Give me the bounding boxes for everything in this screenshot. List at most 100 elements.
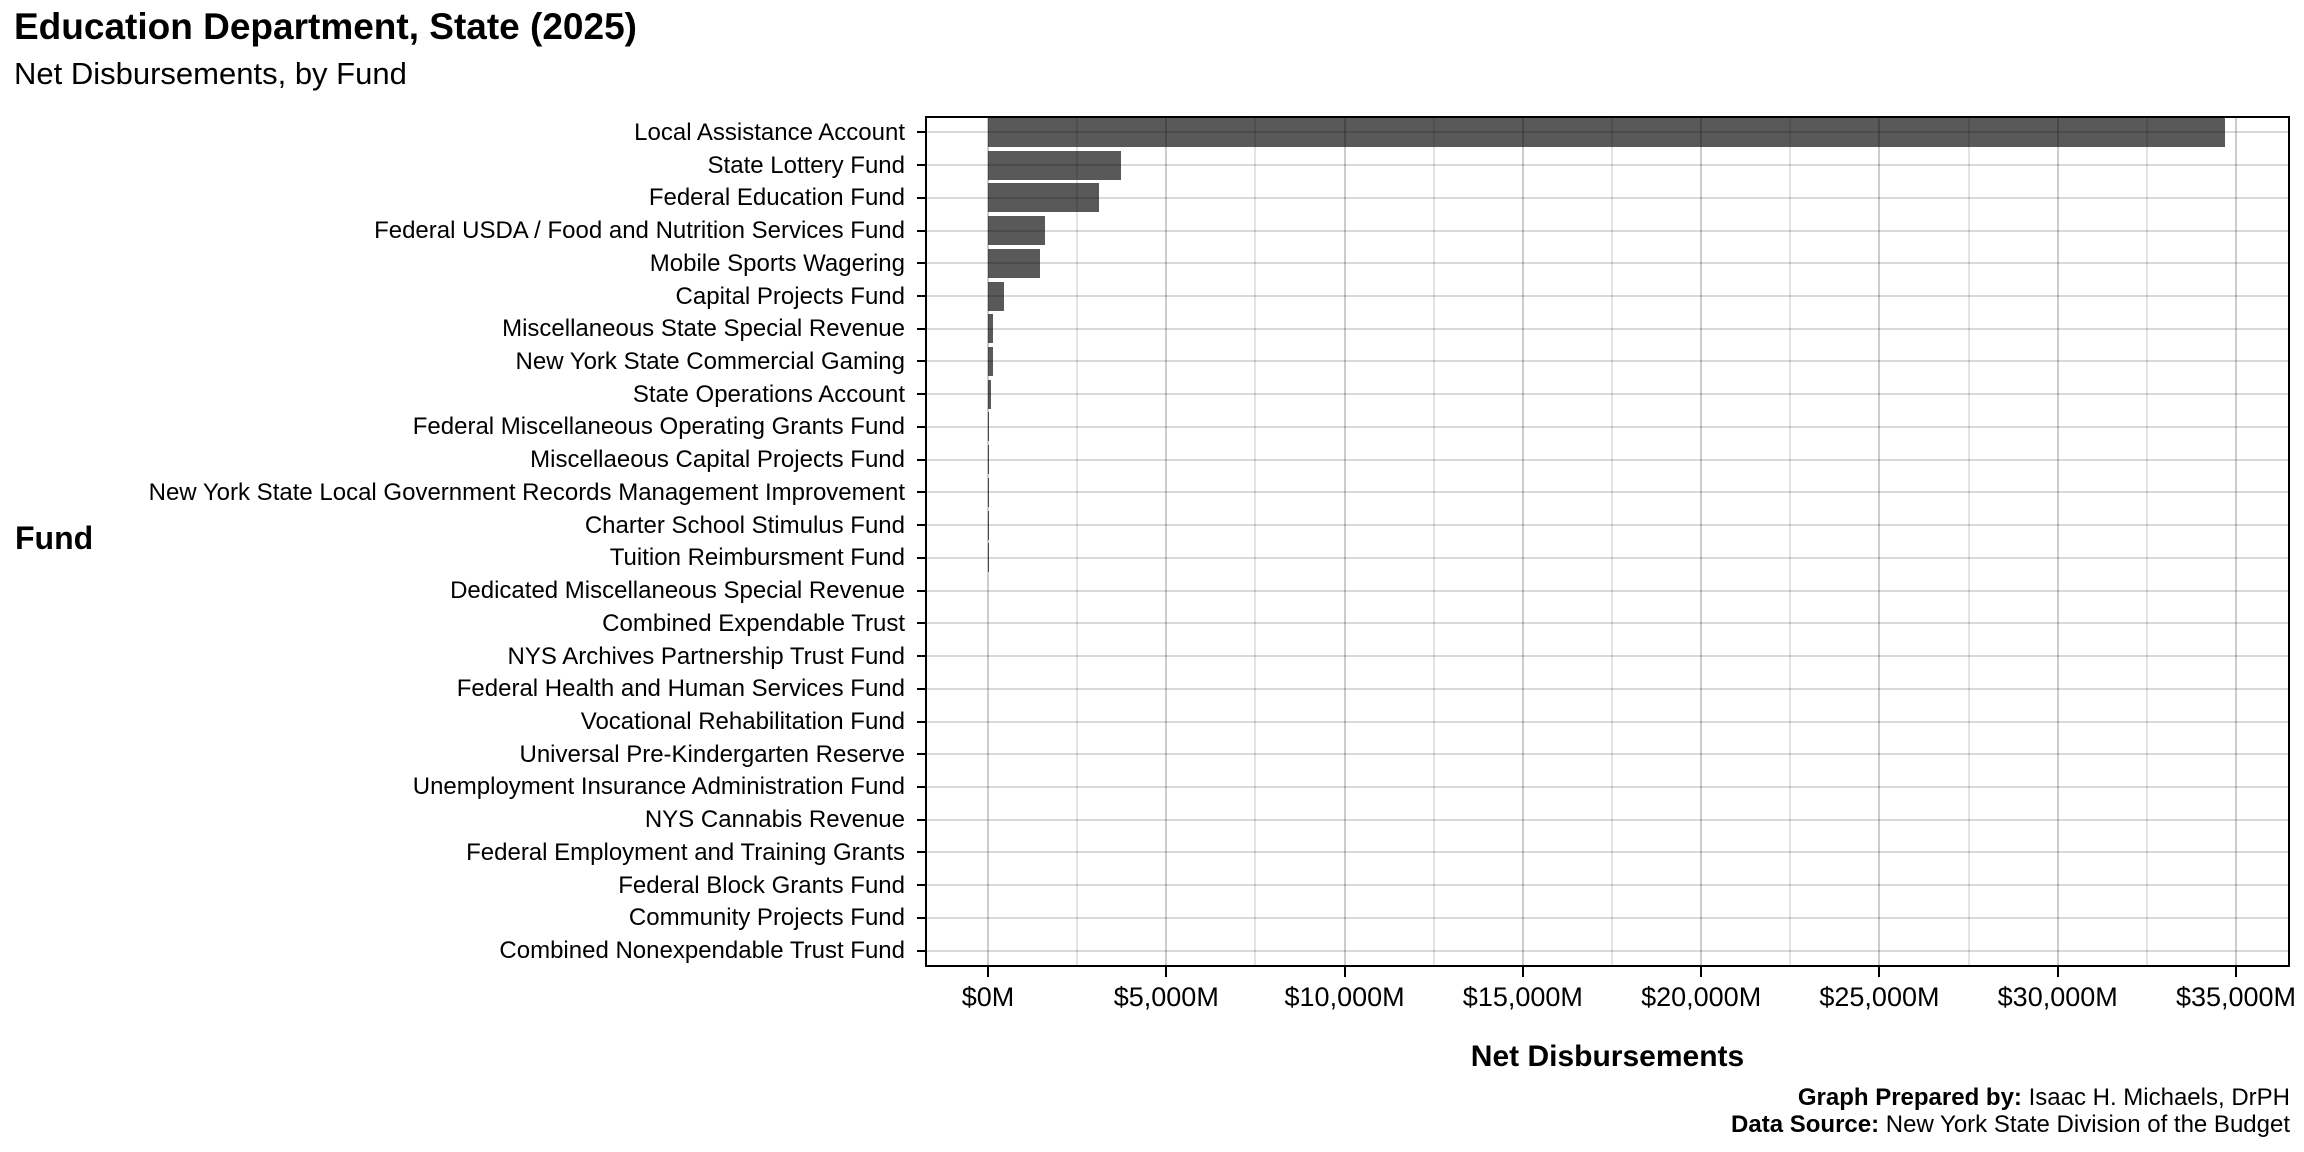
y-axis-tick — [917, 753, 925, 756]
y-axis-label: Tuition Reimbursment Fund — [609, 544, 905, 572]
gridline-horizontal — [925, 393, 2290, 396]
gridline-vertical-major — [1878, 116, 1881, 967]
x-axis-tick — [1165, 967, 1168, 977]
y-axis-label: Federal Education Fund — [648, 184, 905, 212]
y-axis-tick — [917, 818, 925, 821]
y-axis-tick — [917, 229, 925, 232]
gridline-vertical-major — [1343, 116, 1346, 967]
gridline-horizontal — [925, 229, 2290, 232]
y-axis-tick — [917, 360, 925, 363]
y-axis-label: Unemployment Insurance Administration Fu… — [412, 773, 905, 801]
y-axis-tick — [917, 655, 925, 658]
y-axis-label: Universal Pre-Kindergarten Reserve — [519, 740, 906, 768]
credit-data-source: Data Source: New York State Division of … — [1731, 1111, 2290, 1138]
y-axis-tick — [917, 491, 925, 494]
y-axis-label: Combined Expendable Trust — [602, 609, 905, 637]
x-axis-tick — [2235, 967, 2237, 977]
x-axis-tick-label: $15,000M — [1462, 982, 1583, 1012]
gridline-vertical-major — [2235, 116, 2237, 967]
gridline-horizontal — [925, 949, 2290, 952]
gridline-vertical-major — [987, 116, 989, 967]
y-axis-label: Dedicated Miscellaneous Special Revenue — [450, 577, 905, 605]
y-axis-label: State Lottery Fund — [707, 151, 905, 179]
credit-data-source-label: Data Source: — [1731, 1111, 1880, 1138]
x-axis-title: Net Disbursements — [1470, 1040, 1745, 1073]
credits: Graph Prepared by: Isaac H. Michaels, Dr… — [1731, 1084, 2290, 1138]
gridline-horizontal — [925, 753, 2290, 756]
y-axis-label: Vocational Rehabilitation Fund — [580, 708, 905, 736]
y-axis-label: Combined Nonexpendable Trust Fund — [499, 937, 905, 965]
gridline-horizontal — [925, 458, 2290, 461]
y-axis-label: State Operations Account — [632, 380, 905, 408]
gridline-horizontal — [925, 262, 2290, 265]
x-axis-tick — [1521, 967, 1524, 977]
plot-panel — [925, 116, 2290, 967]
gridline-horizontal — [925, 622, 2290, 625]
y-axis-label: NYS Cannabis Revenue — [644, 806, 905, 834]
gridline-vertical-minor — [2145, 116, 2148, 967]
gridline-vertical-minor — [1254, 116, 1257, 967]
x-axis-tick-label: $10,000M — [1284, 982, 1405, 1012]
x-axis-tick-label: $20,000M — [1641, 982, 1762, 1012]
x-axis-tick-label: $0M — [961, 982, 1015, 1012]
y-axis-tick — [917, 295, 925, 298]
y-axis-tick — [917, 458, 925, 461]
y-axis-tick — [917, 556, 925, 559]
gridline-horizontal — [925, 655, 2290, 658]
credit-prepared-by-value: Isaac H. Michaels, DrPH — [2021, 1084, 2290, 1111]
gridline-horizontal — [925, 589, 2290, 592]
credit-prepared-by: Graph Prepared by: Isaac H. Michaels, Dr… — [1731, 1084, 2290, 1111]
y-axis-label: Capital Projects Fund — [675, 282, 905, 310]
y-axis-label: Miscellaneous State Special Revenue — [502, 315, 905, 343]
gridline-horizontal — [925, 687, 2290, 690]
y-axis-label: Federal Miscellaneous Operating Grants F… — [412, 413, 905, 441]
bar — [988, 150, 1121, 180]
x-axis-tick — [1343, 967, 1346, 977]
y-axis-label: Federal Employment and Training Grants — [466, 838, 905, 866]
x-axis-tick-label: $5,000M — [1113, 982, 1219, 1012]
y-axis-tick — [917, 622, 925, 625]
gridline-horizontal — [925, 425, 2290, 428]
bar — [988, 314, 994, 344]
gridline-vertical-major — [1700, 116, 1703, 967]
y-axis-tick — [917, 196, 925, 199]
bar — [988, 346, 993, 376]
bar — [988, 216, 1046, 246]
x-axis-tick — [1878, 967, 1881, 977]
gridline-horizontal — [925, 818, 2290, 821]
gridline-horizontal — [925, 884, 2290, 887]
y-axis-label: Federal Health and Human Services Fund — [456, 675, 905, 703]
gridline-horizontal — [925, 720, 2290, 723]
bar — [988, 379, 992, 409]
bar — [988, 248, 1040, 278]
x-axis-tick-label: $35,000M — [2175, 982, 2297, 1012]
y-axis-tick — [917, 851, 925, 854]
x-axis-tick — [2056, 967, 2059, 977]
gridline-horizontal — [925, 131, 2290, 134]
y-axis-title: Fund — [15, 520, 94, 556]
y-axis-tick — [917, 425, 925, 428]
gridline-vertical-minor — [1432, 116, 1435, 967]
bar — [988, 412, 990, 442]
gridline-horizontal — [925, 295, 2290, 298]
gridline-vertical-major — [2056, 116, 2059, 967]
gridline-vertical-major — [1165, 116, 1168, 967]
y-axis-tick — [917, 524, 925, 527]
y-axis-label: Federal USDA / Food and Nutrition Servic… — [374, 217, 905, 245]
y-axis-label: Federal Block Grants Fund — [618, 871, 905, 899]
bar — [988, 117, 2226, 147]
bar — [988, 183, 1099, 213]
gridline-horizontal — [925, 785, 2290, 788]
x-axis-tick — [1700, 967, 1703, 977]
x-axis-tick-label: $30,000M — [1997, 982, 2118, 1012]
gridline-vertical-minor — [1967, 116, 1970, 967]
gridline-horizontal — [925, 491, 2290, 494]
bar — [988, 281, 1005, 311]
y-axis-labels: Local Assistance Account State Lottery Fu… — [0, 116, 905, 967]
gridline-horizontal — [925, 556, 2290, 559]
credit-data-source-value: New York State Division of the Budget — [1879, 1111, 2290, 1138]
y-axis-label: Miscellaeous Capital Projects Fund — [530, 446, 905, 474]
y-axis-tick — [917, 164, 925, 167]
x-axis-tick — [987, 967, 989, 977]
y-axis-label: Local Assistance Account — [634, 118, 905, 146]
